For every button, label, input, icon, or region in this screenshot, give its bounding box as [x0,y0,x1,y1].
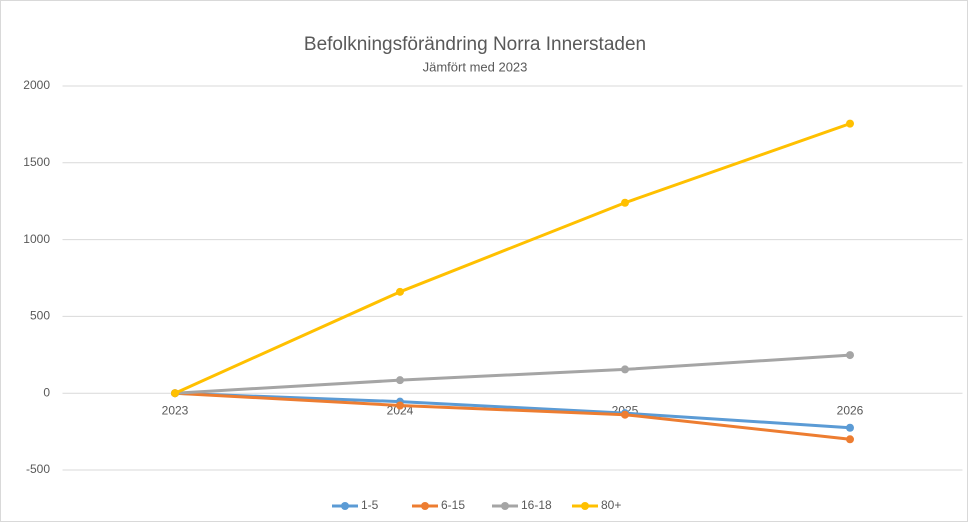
point [396,401,404,410]
y-tick-label: 2000 [23,78,50,92]
point [171,389,179,398]
y-tick-label: 500 [30,309,50,323]
y-tick-label: 1000 [23,232,50,246]
legend-marker [581,502,589,510]
x-tick-label: 2026 [837,403,864,417]
point [846,351,854,360]
series-line [174,353,851,395]
legend-marker [341,502,349,510]
legend-label: 1-5 [361,498,379,512]
y-tick-label: 1500 [23,155,50,169]
legend-label: 16-18 [521,498,552,512]
legend-marker [501,502,509,510]
legend-label: 6-15 [441,498,465,512]
point [846,423,854,432]
series-line [174,391,851,441]
chart-title: Befolkningsförändring Norra Innerstaden [304,34,646,55]
legend-label: 80+ [601,498,621,512]
series-line [174,122,851,395]
point [846,435,854,444]
point [396,376,404,385]
chart-subtitle: Jämfört med 2023 [423,59,528,74]
y-tick-label: 0 [43,385,50,399]
series-line [174,391,851,430]
point [621,365,629,374]
x-tick-label: 2023 [162,403,189,417]
point [396,287,404,296]
legend-marker [421,502,429,510]
point [621,410,629,419]
y-tick-label: -500 [26,462,50,476]
point [846,119,854,128]
point [621,198,629,207]
